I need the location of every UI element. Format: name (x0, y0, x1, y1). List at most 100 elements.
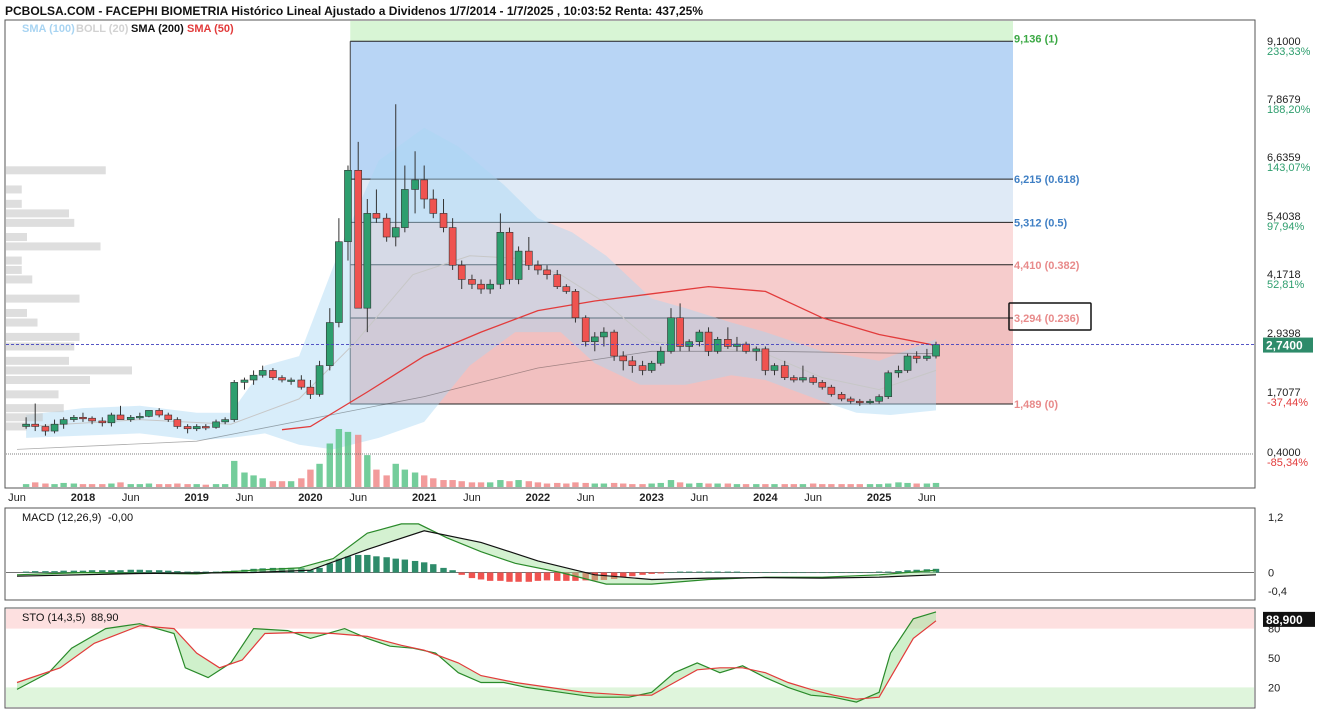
macd-histogram-bar (193, 571, 200, 573)
sto-current-box (1263, 611, 1315, 627)
macd-histogram-bar (819, 572, 826, 574)
legend-sma50: SMA (50) (187, 23, 234, 35)
x-tick-label: 2019 (184, 492, 208, 504)
volume-bar (742, 484, 750, 487)
candle-body (468, 279, 476, 285)
volume-bar (506, 481, 513, 487)
candle-body (505, 232, 514, 280)
fib-zone-top (350, 21, 1014, 42)
candle-body (439, 213, 448, 228)
volume-bar (145, 483, 153, 487)
macd-histogram-bar (866, 572, 874, 574)
volume-bar (287, 481, 295, 487)
macd-histogram-bar (307, 570, 314, 573)
sto-overbought-zone (6, 609, 1254, 629)
macd-histogram-bar (610, 572, 618, 580)
macd-histogram-bar (733, 571, 741, 573)
macd-histogram-bar (913, 569, 920, 573)
volume-bar (202, 484, 210, 487)
x-tick-label: 2025 (867, 492, 891, 504)
macd-histogram-bar (136, 569, 144, 573)
volume-profile-bar (6, 256, 22, 265)
candle-body (269, 370, 277, 378)
sma50-line (281, 285, 937, 431)
macd-histogram-bar (373, 556, 380, 573)
volume-profile-bar (6, 218, 75, 227)
price-tick-label: 0,4000 (1267, 447, 1301, 459)
current-price-box (1263, 337, 1313, 353)
candle-body (875, 396, 883, 402)
x-tick-label: 2024 (753, 492, 778, 504)
volume-bar (108, 483, 115, 487)
candle-body (600, 331, 608, 338)
volume-bar (582, 482, 589, 487)
macd-histogram-bar (440, 567, 447, 573)
volume-bar (117, 482, 124, 487)
macd-histogram-bar (563, 572, 570, 581)
candle-body (656, 350, 665, 364)
macd-histogram-bar (685, 571, 693, 573)
macd-histogram-bar (165, 570, 172, 573)
candle-body (647, 362, 656, 371)
volume-bar (705, 483, 712, 487)
fib-zone-3 (350, 222, 1014, 265)
candle-body (411, 179, 419, 190)
macd-histogram-bar (316, 567, 323, 573)
macd-histogram-bar (742, 572, 750, 573)
candle-body (249, 374, 258, 381)
candle-body (761, 348, 770, 371)
macd-histogram-bar (771, 572, 778, 573)
volume-bar (923, 483, 931, 487)
candle-body (799, 377, 807, 381)
candle-body (107, 414, 116, 424)
candle-body (221, 419, 229, 423)
volume-bar (534, 482, 542, 487)
x-tick-label: Jun (804, 492, 822, 504)
volume-profile-bar (6, 308, 27, 317)
macd-histogram-bar (383, 557, 390, 573)
candle-body (912, 355, 921, 359)
candle-body (70, 416, 78, 420)
fib-label-3: 4,410 (0.382) (1014, 260, 1080, 272)
macd-histogram-bar (127, 569, 134, 573)
volume-bar (259, 478, 266, 487)
candle-body (610, 331, 618, 357)
volume-profile-bar (6, 376, 90, 385)
volume-bar (685, 483, 693, 487)
volume-profile-bar (6, 166, 106, 175)
candle-body (79, 416, 87, 420)
candle-body (496, 232, 505, 285)
macd-histogram-bar (895, 571, 902, 573)
volume-bar (250, 475, 257, 487)
volume-profile-bar (6, 275, 33, 284)
volume-profile-bar (6, 332, 80, 341)
macd-histogram-bar (184, 571, 191, 573)
volume-profile-bar (6, 209, 69, 218)
macd-histogram-bar (60, 570, 67, 573)
volume-bar (364, 455, 371, 487)
candle-body (457, 264, 466, 280)
candle-body (136, 416, 144, 419)
candle-body (903, 355, 912, 371)
volume-bar (676, 482, 684, 487)
volume-bar (193, 484, 200, 487)
volume-bar (411, 472, 419, 487)
candle-body (202, 426, 210, 429)
candle-body (923, 355, 931, 359)
candle-body (50, 423, 59, 432)
candle-body (695, 331, 704, 342)
candle-body (164, 414, 173, 420)
candle-body (41, 426, 50, 432)
macd-histogram-bar (543, 572, 551, 581)
candle-body (155, 410, 163, 416)
candle-body (486, 283, 494, 290)
volume-bar (525, 481, 533, 487)
macd-histogram-bar (667, 572, 675, 574)
volume-bar (60, 482, 67, 487)
candle-body (173, 419, 182, 427)
candle-body (354, 169, 363, 309)
candle-body (126, 416, 135, 420)
volume-profile-bar (6, 318, 38, 327)
candle-body (932, 344, 940, 357)
volume-bar (554, 482, 561, 487)
